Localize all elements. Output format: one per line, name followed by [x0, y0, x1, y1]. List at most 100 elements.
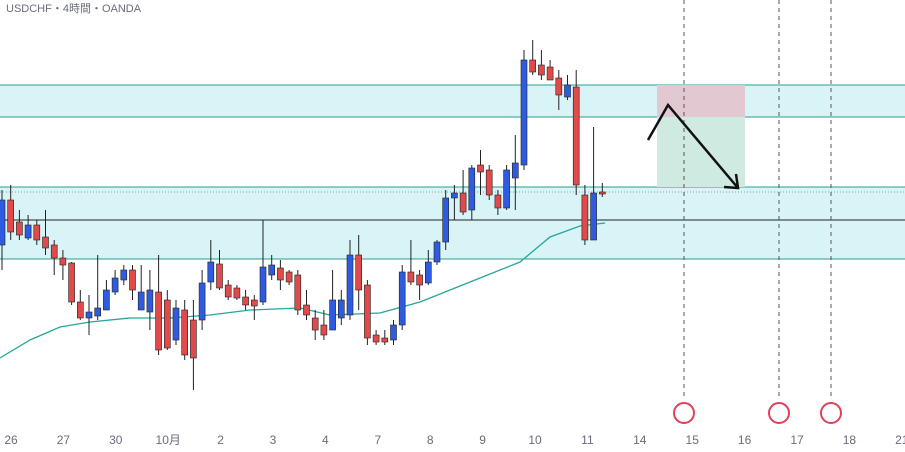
candle-body	[390, 324, 397, 341]
candle-body	[468, 167, 476, 211]
candle-body	[329, 299, 336, 331]
x-tick-label: 18	[843, 433, 857, 447]
candle-body	[85, 311, 93, 319]
candle-body	[233, 287, 241, 299]
candle-body	[355, 254, 363, 291]
candle-body	[555, 77, 563, 96]
x-tick-label: 10	[528, 433, 542, 447]
x-tick-label: 2	[217, 433, 224, 447]
candle-body	[103, 289, 110, 311]
candle-body	[111, 277, 119, 293]
candle-body	[24, 224, 32, 239]
candle-body	[294, 274, 302, 311]
zones	[0, 0, 905, 400]
candle-body	[224, 284, 232, 298]
candle-body	[424, 261, 432, 284]
candle-body	[77, 301, 84, 319]
candle-body	[50, 244, 58, 259]
us-flag[interactable]	[768, 402, 790, 424]
candle-body	[129, 269, 136, 291]
x-tick-label: 14	[633, 433, 647, 447]
candle-body	[364, 284, 371, 339]
candle-body	[207, 261, 215, 283]
x-tick-label: 17	[790, 433, 804, 447]
candle-body	[520, 59, 528, 166]
candle-body	[529, 59, 537, 73]
candle-body	[398, 271, 406, 326]
arrow-path	[646, 102, 739, 189]
candle-body	[407, 271, 415, 283]
x-tick-label: 27	[57, 433, 71, 447]
candle-body	[164, 299, 171, 349]
candles	[0, 40, 606, 390]
x-tick-label: 30	[109, 433, 123, 447]
candle-body	[259, 266, 267, 303]
candle-body	[572, 86, 580, 186]
candle-body	[33, 224, 41, 241]
candle-body	[0, 199, 6, 246]
candle-body	[494, 194, 502, 209]
x-tick-label: 11	[581, 433, 594, 447]
candle-body	[538, 64, 545, 76]
event-flags	[673, 402, 842, 424]
stop-zone	[657, 85, 745, 117]
candle-body	[372, 334, 380, 343]
candle-body	[485, 169, 493, 196]
candle-body	[477, 164, 484, 173]
candle-body	[16, 221, 23, 236]
x-tick-label: 3	[270, 433, 277, 447]
target-zone	[657, 117, 745, 187]
candle-body	[381, 337, 389, 343]
us-flag[interactable]	[673, 402, 695, 424]
candle-body	[320, 324, 328, 336]
candle-body	[268, 264, 276, 276]
x-tick-label: 10月	[156, 433, 181, 447]
x-tick-label: 26	[4, 433, 18, 447]
candle-body	[251, 299, 258, 307]
candle-body	[42, 236, 49, 249]
candle-body	[337, 299, 345, 319]
candle-body	[451, 192, 458, 199]
candle-body	[94, 307, 101, 317]
us-flag[interactable]	[820, 402, 842, 424]
candle-body	[7, 199, 14, 233]
candle-body	[190, 319, 197, 359]
candle-body	[581, 194, 589, 241]
candle-body	[120, 269, 128, 281]
candle-body	[564, 84, 571, 98]
arrow-head	[723, 173, 740, 190]
candle-body	[146, 289, 154, 313]
candle-body	[172, 307, 180, 341]
candle-body	[311, 317, 319, 331]
candle-body	[303, 304, 310, 316]
candle-body	[442, 197, 450, 243]
candle-body	[416, 274, 423, 286]
candle-body	[198, 282, 206, 321]
candle-body	[598, 191, 606, 195]
x-tick-label: 8	[427, 433, 434, 447]
candle-body	[503, 169, 510, 209]
candle-body	[242, 296, 249, 306]
candle-body	[433, 241, 441, 263]
x-tick-label: 7	[374, 433, 381, 447]
support-zone	[0, 187, 905, 259]
candle-body	[137, 291, 145, 311]
x-tick-label: 21	[895, 433, 905, 447]
candle-body	[59, 257, 67, 266]
candle-body	[546, 66, 554, 81]
candle-body	[285, 271, 293, 283]
candle-body	[181, 309, 188, 356]
candle-body	[216, 263, 223, 289]
candle-body	[590, 192, 597, 241]
chart-title: USDCHF・4時間・OANDA	[6, 2, 142, 15]
candle-body	[346, 254, 354, 316]
projection-arrow	[646, 102, 740, 190]
candle-body	[459, 192, 467, 213]
x-tick-label: 9	[479, 433, 486, 447]
x-tick-label: 4	[322, 433, 329, 447]
x-tick-label: 16	[738, 433, 752, 447]
candle-body	[68, 262, 75, 303]
candle-body	[155, 291, 162, 351]
resistance-zone	[0, 85, 905, 117]
